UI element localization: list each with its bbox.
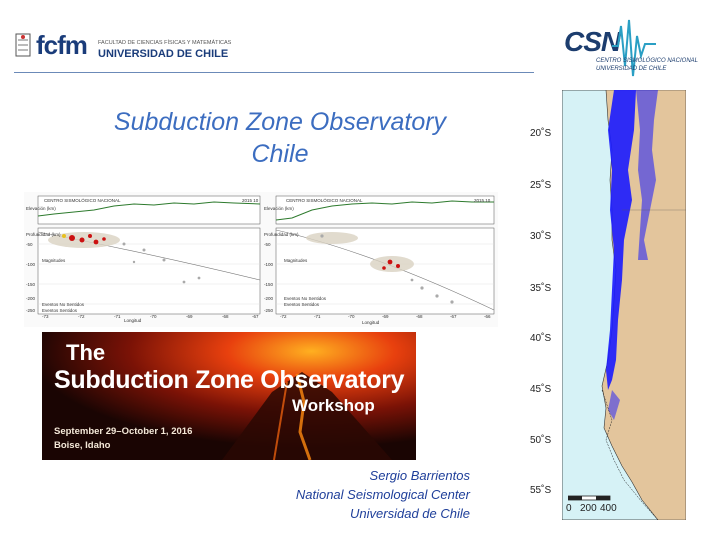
cross-section-right-xtick-2: -71 (314, 314, 321, 319)
cross-section-left-xtick-5: -69 (186, 314, 193, 319)
cross-section-right: CENTRO SISMOLÓGICO NACIONAL 2015 10 Long… (262, 192, 498, 327)
scale-bar-graphic (568, 495, 611, 501)
cross-section-right-ytick-2: -100 (264, 262, 274, 267)
csn-wordmark: CSN (564, 26, 621, 57)
cross-section-right-ylabel-bottom: Profundidad (km) (264, 232, 299, 237)
scale-label-400: 400 (600, 503, 617, 514)
cross-section-left-xtick-3: -71 (114, 314, 121, 319)
cross-section-left-xtick-2: -72 (78, 314, 85, 319)
cross-section-right-xtick-5: -68 (416, 314, 423, 319)
csn-logo: CSN CENTRO SISMOLÓGICO NACIONAL UNIVERSI… (560, 14, 710, 84)
latitude-label: 55˚S (530, 485, 552, 496)
slide-title: Subduction Zone Observatory Chile (70, 106, 490, 170)
cross-section-left-legend-1: Eventos No Sentidos (42, 302, 85, 307)
cross-section-left-code: 2015 10 (242, 198, 259, 203)
earthquake-events (606, 90, 658, 420)
banner-title-line3: Workshop (292, 396, 375, 415)
latitude-label: 20˚S (530, 128, 552, 139)
cross-section-left-ytick-5: -250 (26, 308, 36, 313)
cross-section-right-plot (275, 195, 495, 315)
cross-section-left-plot (37, 195, 261, 315)
cross-section-left: CENTRO SISMOLÓGICO NACIONAL 2015 10 Long… (24, 192, 264, 327)
cross-section-left-xtick-6: -68 (222, 314, 229, 319)
banner-dates: September 29–October 1, 2016 (54, 426, 193, 437)
cross-section-left-legend-2: Eventos Sentidos (42, 308, 78, 313)
cross-section-right-legend-2: Eventos Sentidos (284, 302, 320, 307)
scale-label-0: 0 (566, 503, 572, 514)
cross-section-left-legend-title: Magnitudes (42, 258, 66, 263)
cross-section-right-xtick-3: -70 (348, 314, 355, 319)
banner-title-line1: The (66, 340, 106, 365)
cross-section-right-legend-title: Magnitudes (284, 258, 308, 263)
cross-section-right-xtick-4: -69 (382, 314, 389, 319)
cross-section-right-ytick-1: -50 (264, 242, 271, 247)
cross-section-right-ylabel-top: Elevación (km) (264, 206, 294, 211)
cross-section-right-ytick-4: -200 (264, 296, 274, 301)
banner-title-line2: Subduction Zone Observatory (54, 366, 405, 394)
latitude-label: 50˚S (530, 435, 552, 446)
cross-section-left-xtick-4: -70 (150, 314, 157, 319)
latitude-label: 25˚S (530, 180, 552, 191)
slide-title-line1: Subduction Zone Observatory (113, 108, 447, 136)
fcfm-wordmark-text: fcfm (36, 30, 88, 60)
seismogram-icon (612, 19, 656, 77)
latitude-label: 30˚S (530, 231, 552, 242)
latitude-label: 35˚S (530, 283, 552, 294)
author-organization: National Seismological Center (295, 487, 470, 502)
cross-section-left-ytick-1: -50 (26, 242, 33, 247)
author-block: Sergio Barrientos National Seismological… (230, 466, 470, 523)
fcfm-wordmark: fcfm (36, 30, 88, 61)
cross-section-left-xlabel: Longitud (124, 318, 142, 323)
csn-name-line2: UNIVERSIDAD DE CHILE (596, 66, 667, 72)
cross-section-right-xtick-6: -67 (450, 314, 457, 319)
cross-section-left-heading: CENTRO SISMOLÓGICO NACIONAL (44, 198, 121, 203)
banner-location: Boise, Idaho (54, 440, 111, 451)
cross-section-right-heading: CENTRO SISMOLÓGICO NACIONAL (286, 198, 363, 203)
cross-section-left-xtick-1: -73 (42, 314, 49, 319)
slide-title-line2: Chile (251, 140, 309, 168)
fcfm-university-name: UNIVERSIDAD DE CHILE (98, 48, 229, 60)
workshop-banner: The Subduction Zone Observatory Workshop… (42, 332, 416, 460)
cross-section-left-xtick-7: -67 (252, 314, 259, 319)
scale-label-200: 200 (580, 503, 597, 514)
header-divider (14, 72, 534, 73)
cross-section-right-code: 2015 10 (474, 198, 491, 203)
author-university: Universidad de Chile (350, 506, 470, 521)
cross-section-right-xtick-7: -66 (484, 314, 491, 319)
cross-section-left-ylabel-top: Elevación (km) (26, 206, 56, 211)
cross-section-right-legend-1: Eventos No Sentidos (284, 296, 327, 301)
latitude-label: 45˚S (530, 384, 552, 395)
cross-section-left-ytick-3: -150 (26, 282, 36, 287)
fcfm-faculty-name: FACULTAD DE CIENCIAS FÍSICAS Y MATEMÁTIC… (98, 40, 232, 46)
cross-section-left-ylabel-bottom: Profundidad (km) (26, 232, 61, 237)
volcano-eruption-image (42, 332, 416, 460)
cross-section-left-ytick-2: -100 (26, 262, 36, 267)
cross-section-right-ytick-3: -150 (264, 282, 274, 287)
cross-section-right-ytick-5: -250 (264, 308, 274, 313)
cross-section-right-xtick-1: -72 (280, 314, 287, 319)
csn-name-line1: CENTRO SISMOLÓGICO NACIONAL (596, 58, 699, 64)
latitude-label: 40˚S (530, 333, 552, 344)
university-seal-icon (15, 33, 31, 57)
chile-seismicity-map (562, 90, 686, 520)
seismicity-cluster (306, 232, 454, 304)
seismicity-cluster (48, 232, 201, 284)
fcfm-logo: fcfm FACULTAD DE CIENCIAS FÍSICAS Y MATE… (14, 28, 231, 68)
cross-section-left-ytick-4: -200 (26, 296, 36, 301)
map-scale-bar: 0 200 400 (564, 495, 624, 519)
author-name: Sergio Barrientos (369, 468, 470, 483)
cross-section-right-xlabel: Longitud (362, 320, 380, 325)
